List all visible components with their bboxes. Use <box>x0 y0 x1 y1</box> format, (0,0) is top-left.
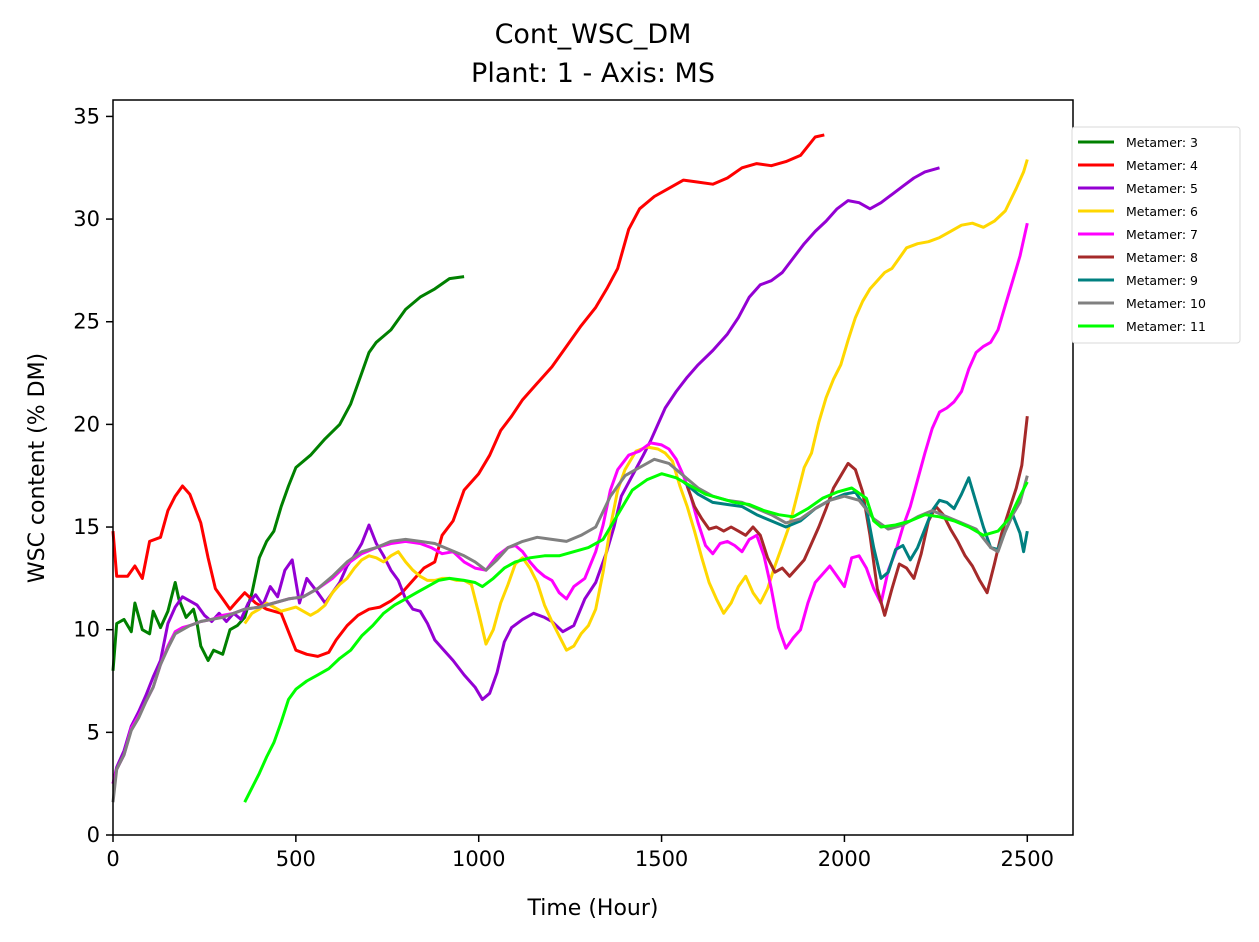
series-line-6 <box>685 416 1029 617</box>
x-tick-label: 1500 <box>635 847 688 871</box>
legend-item: Metamer: 11 <box>1078 319 1206 334</box>
plot-area <box>112 99 1074 836</box>
series-line-8 <box>111 457 1029 803</box>
legend-label: Metamer: 7 <box>1126 227 1198 242</box>
legend-item: Metamer: 10 <box>1078 296 1206 311</box>
y-tick-label: 20 <box>73 412 100 436</box>
legend-label: Metamer: 3 <box>1126 135 1198 150</box>
x-tick-label: 500 <box>276 847 316 871</box>
legend-label: Metamer: 8 <box>1126 250 1198 265</box>
series-layer <box>111 133 1029 803</box>
x-axis-label: Time (Hour) <box>527 896 659 921</box>
x-axis: 0 500 1000 1500 2000 2500 <box>106 835 1054 871</box>
y-tick-label: 0 <box>87 823 100 847</box>
series-line-4 <box>243 159 1029 652</box>
y-axis-label: WSC content (% DM) <box>25 353 50 583</box>
x-tick-label: 2500 <box>1001 847 1054 871</box>
chart-subtitle: Plant: 1 - Axis: MS <box>471 58 715 89</box>
legend-label: Metamer: 6 <box>1126 204 1198 219</box>
series-line-9 <box>243 472 1029 803</box>
legend-label: Metamer: 5 <box>1126 181 1198 196</box>
chart-title: Cont_WSC_DM <box>495 19 692 50</box>
series-line-1 <box>111 275 465 671</box>
legend-item: Metamer: 9 <box>1078 273 1198 288</box>
legend: Metamer: 3 Metamer: 4 Metamer: 5 Metamer: 6… <box>1071 126 1241 344</box>
legend-item: Metamer: 5 <box>1078 181 1198 196</box>
x-tick-label: 0 <box>106 847 119 871</box>
series-line-3 <box>111 166 940 785</box>
x-tick-label: 1000 <box>452 847 505 871</box>
legend-label: Metamer: 4 <box>1126 158 1198 173</box>
legend-item: Metamer: 6 <box>1078 204 1198 219</box>
legend-label: Metamer: 11 <box>1126 319 1206 334</box>
y-tick-label: 10 <box>73 618 100 642</box>
x-tick-label: 2000 <box>818 847 871 871</box>
series-line-2 <box>111 133 825 658</box>
legend-label: Metamer: 10 <box>1126 296 1206 311</box>
legend-item: Metamer: 8 <box>1078 250 1198 265</box>
y-tick-label: 25 <box>73 310 100 334</box>
series-line-5 <box>111 222 1029 785</box>
y-tick-label: 5 <box>87 720 100 744</box>
y-tick-label: 35 <box>73 104 100 128</box>
y-tick-label: 30 <box>73 207 100 231</box>
legend-box <box>1071 126 1241 344</box>
legend-item: Metamer: 7 <box>1078 227 1198 242</box>
legend-item: Metamer: 3 <box>1078 135 1198 150</box>
y-tick-label: 15 <box>73 515 100 539</box>
legend-label: Metamer: 9 <box>1126 273 1198 288</box>
legend-item: Metamer: 4 <box>1078 158 1198 173</box>
y-axis: 0 5 10 15 20 25 30 35 <box>73 104 113 847</box>
